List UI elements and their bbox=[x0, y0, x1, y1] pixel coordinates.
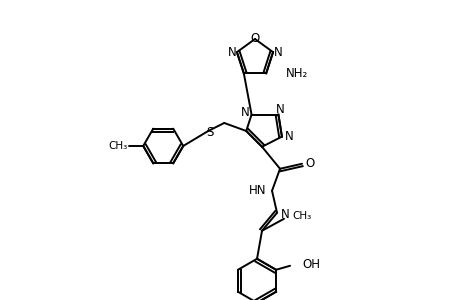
Text: O: O bbox=[250, 32, 259, 44]
Text: NH₂: NH₂ bbox=[285, 67, 308, 80]
Text: CH₃: CH₃ bbox=[108, 141, 127, 151]
Text: S: S bbox=[206, 127, 213, 140]
Text: N: N bbox=[273, 46, 282, 59]
Text: HN: HN bbox=[249, 184, 266, 197]
Text: CH₃: CH₃ bbox=[291, 211, 311, 221]
Text: N: N bbox=[275, 103, 284, 116]
Text: N: N bbox=[227, 46, 236, 59]
Text: N: N bbox=[284, 130, 293, 143]
Text: N: N bbox=[241, 106, 249, 119]
Text: O: O bbox=[305, 157, 314, 170]
Text: N: N bbox=[280, 208, 289, 221]
Text: OH: OH bbox=[302, 258, 319, 271]
